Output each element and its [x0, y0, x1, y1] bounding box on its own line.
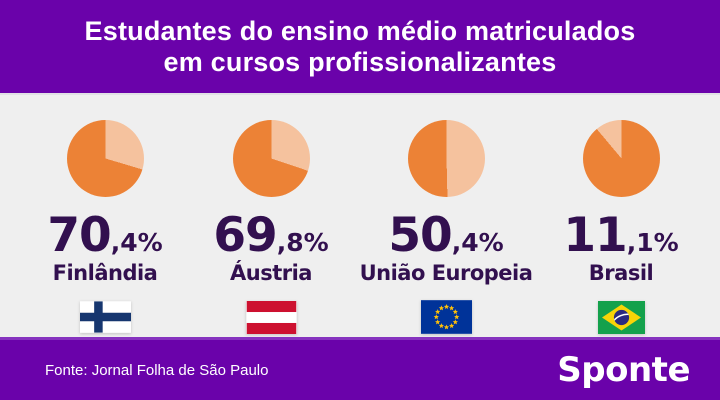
- footer-body: Fonte: Jornal Folha de São Paulo Sponte: [0, 340, 720, 400]
- stat-value-eu: 50,4%: [351, 212, 541, 259]
- country-label-austria: Áustria: [230, 261, 312, 285]
- stat-frac: ,4%: [110, 228, 163, 257]
- pie-chart-austria: [232, 120, 310, 197]
- stat-value-brazil: 11,1%: [526, 212, 716, 259]
- country-label-brazil: Brasil: [588, 261, 654, 285]
- stat-frac: ,1%: [626, 228, 679, 257]
- page-title-line1: Estudantes do ensino médio matriculados: [84, 15, 636, 46]
- pie-chart-eu: [407, 120, 485, 197]
- austria-flag-icon: [246, 300, 296, 334]
- finland-flag-icon: [79, 301, 131, 333]
- footer: Fonte: Jornal Folha de São Paulo Sponte: [0, 337, 720, 400]
- stat-value-austria: 69,8%: [176, 212, 366, 259]
- header-divider: [0, 93, 720, 95]
- stat-frac: ,4%: [451, 228, 504, 257]
- page-title-line2: em cursos profissionalizantes: [163, 46, 557, 77]
- sponte-logo: Sponte: [557, 350, 690, 390]
- brazil-flag-icon: [597, 300, 645, 334]
- flag-wrap: [176, 300, 366, 334]
- stat-int: 69: [213, 208, 277, 263]
- country-column-austria: 69,8% Áustria: [176, 95, 366, 335]
- flag-wrap: [10, 300, 200, 334]
- pie-chart-brazil: [582, 120, 660, 197]
- country-column-brazil: 11,1% Brasil: [526, 95, 716, 335]
- country-label-finland: Finlândia: [52, 261, 158, 285]
- header: Estudantes do ensino médio matriculados …: [0, 0, 720, 93]
- footer-accent-line: [0, 337, 720, 340]
- stat-int: 11: [563, 208, 627, 263]
- stat-int: 70: [47, 208, 111, 263]
- source-credit: Fonte: Jornal Folha de São Paulo: [45, 361, 269, 379]
- country-column-finland: 70,4% Finlândia: [10, 95, 200, 335]
- stat-value-finland: 70,4%: [10, 212, 200, 259]
- country-column-eu: 50,4% União Europeia: [351, 95, 541, 335]
- flag-wrap: [526, 300, 716, 334]
- flag-wrap: [351, 300, 541, 334]
- pie-chart-finland: [66, 120, 144, 197]
- country-label-eu: União Europeia: [359, 261, 533, 285]
- stat-int: 50: [388, 208, 452, 263]
- eu-flag-icon: [420, 300, 472, 334]
- stat-frac: ,8%: [276, 228, 329, 257]
